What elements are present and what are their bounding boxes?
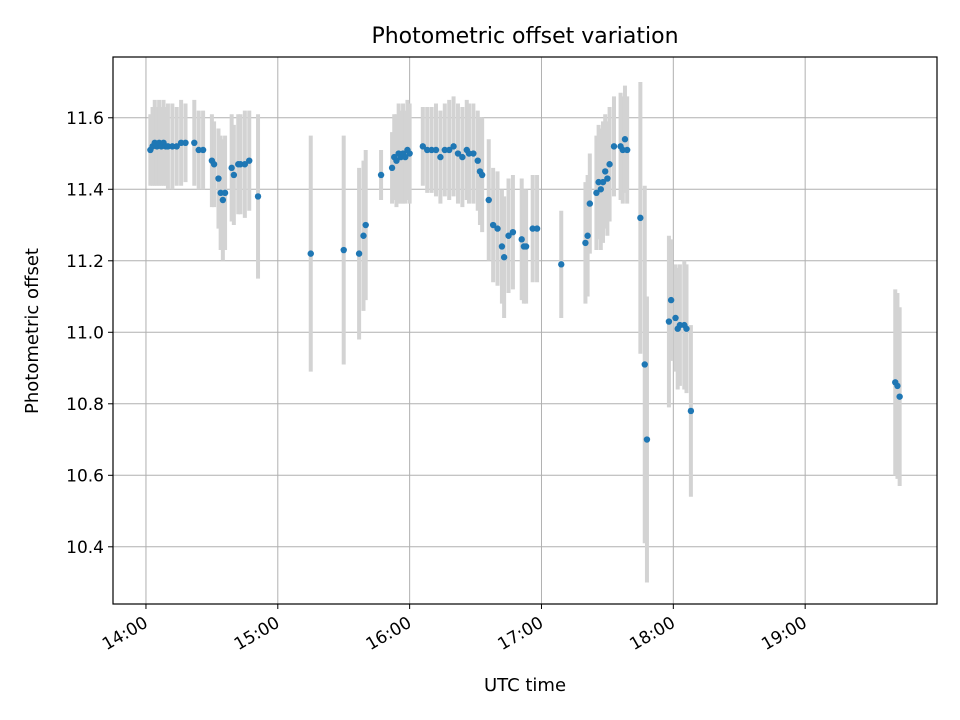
chart-title: Photometric offset variation	[371, 24, 678, 49]
data-point	[533, 225, 541, 232]
data-point	[672, 314, 679, 322]
data-point	[478, 171, 486, 179]
data-point	[597, 186, 605, 193]
data-point	[215, 175, 222, 182]
x-axis-label: UTC time	[484, 675, 566, 696]
data-point	[593, 189, 600, 197]
data-point	[169, 143, 176, 150]
data-points	[147, 136, 903, 443]
data-point	[558, 261, 565, 268]
data-point	[221, 189, 229, 197]
data-point	[599, 178, 607, 186]
data-point	[362, 221, 369, 229]
data-point	[470, 150, 477, 157]
data-point	[195, 146, 202, 154]
data-point	[474, 157, 481, 164]
data-point	[450, 143, 457, 150]
y-tick-label: 11.0	[66, 323, 104, 343]
data-point	[894, 382, 901, 390]
data-point	[498, 243, 506, 250]
data-point	[355, 250, 363, 257]
y-tick-label: 11.4	[66, 180, 104, 200]
data-point	[210, 161, 218, 168]
data-point	[606, 161, 613, 168]
data-point	[604, 175, 611, 182]
data-point	[623, 146, 631, 154]
data-point	[494, 225, 501, 232]
data-point	[582, 239, 589, 247]
y-tick-label: 11.2	[66, 252, 104, 272]
data-point	[428, 146, 435, 154]
data-point	[419, 143, 427, 150]
data-point	[621, 136, 629, 143]
data-point	[505, 232, 512, 239]
data-point	[393, 157, 400, 164]
data-point	[182, 139, 189, 147]
data-point	[687, 407, 695, 415]
data-point	[595, 178, 602, 186]
data-point	[586, 200, 594, 207]
data-point	[388, 164, 396, 172]
data-point	[896, 393, 903, 400]
data-point	[500, 254, 508, 261]
y-tick-label: 10.6	[66, 466, 104, 486]
data-point	[164, 143, 172, 150]
data-point	[584, 232, 591, 239]
data-point	[402, 153, 409, 161]
data-point	[246, 157, 253, 164]
data-point	[485, 196, 492, 204]
data-point	[641, 361, 648, 368]
data-point	[522, 243, 530, 250]
data-point	[406, 150, 413, 157]
data-point	[437, 153, 444, 161]
data-point	[237, 161, 244, 168]
data-point	[432, 146, 440, 154]
data-point	[459, 153, 466, 161]
data-point	[441, 146, 448, 154]
data-point	[454, 150, 462, 157]
y-tick-label: 11.6	[66, 109, 104, 129]
y-tick-label: 10.4	[66, 538, 104, 558]
data-point	[191, 139, 198, 147]
data-point	[667, 296, 675, 304]
data-point	[518, 236, 525, 243]
plot-frame	[112, 56, 938, 605]
data-point	[676, 321, 684, 329]
data-point	[307, 250, 314, 257]
data-point	[217, 189, 224, 197]
data-point	[219, 196, 227, 204]
data-point	[241, 161, 249, 168]
data-point	[619, 146, 626, 154]
data-point	[665, 318, 673, 325]
data-point	[683, 325, 690, 332]
data-point	[177, 139, 185, 147]
data-point	[254, 193, 262, 200]
y-axis-label: Photometric offset	[22, 248, 43, 414]
data-point	[230, 171, 238, 179]
data-point	[637, 214, 644, 222]
data-point	[228, 164, 235, 172]
y-axis-ticks: 10.4 10.6 10.8 11.0 11.2 11.4 11.6	[66, 109, 113, 558]
data-point	[199, 146, 207, 154]
data-point	[465, 150, 473, 157]
data-point	[602, 168, 609, 175]
data-point	[340, 246, 347, 254]
data-point	[377, 171, 385, 179]
data-point	[424, 146, 431, 154]
data-point	[529, 225, 536, 232]
data-point	[489, 221, 497, 229]
y-tick-label: 10.8	[66, 395, 104, 415]
data-point	[173, 143, 180, 150]
data-point	[643, 436, 651, 443]
data-point	[445, 146, 453, 154]
data-point	[610, 143, 618, 150]
data-point	[360, 232, 367, 239]
data-point	[509, 228, 517, 236]
